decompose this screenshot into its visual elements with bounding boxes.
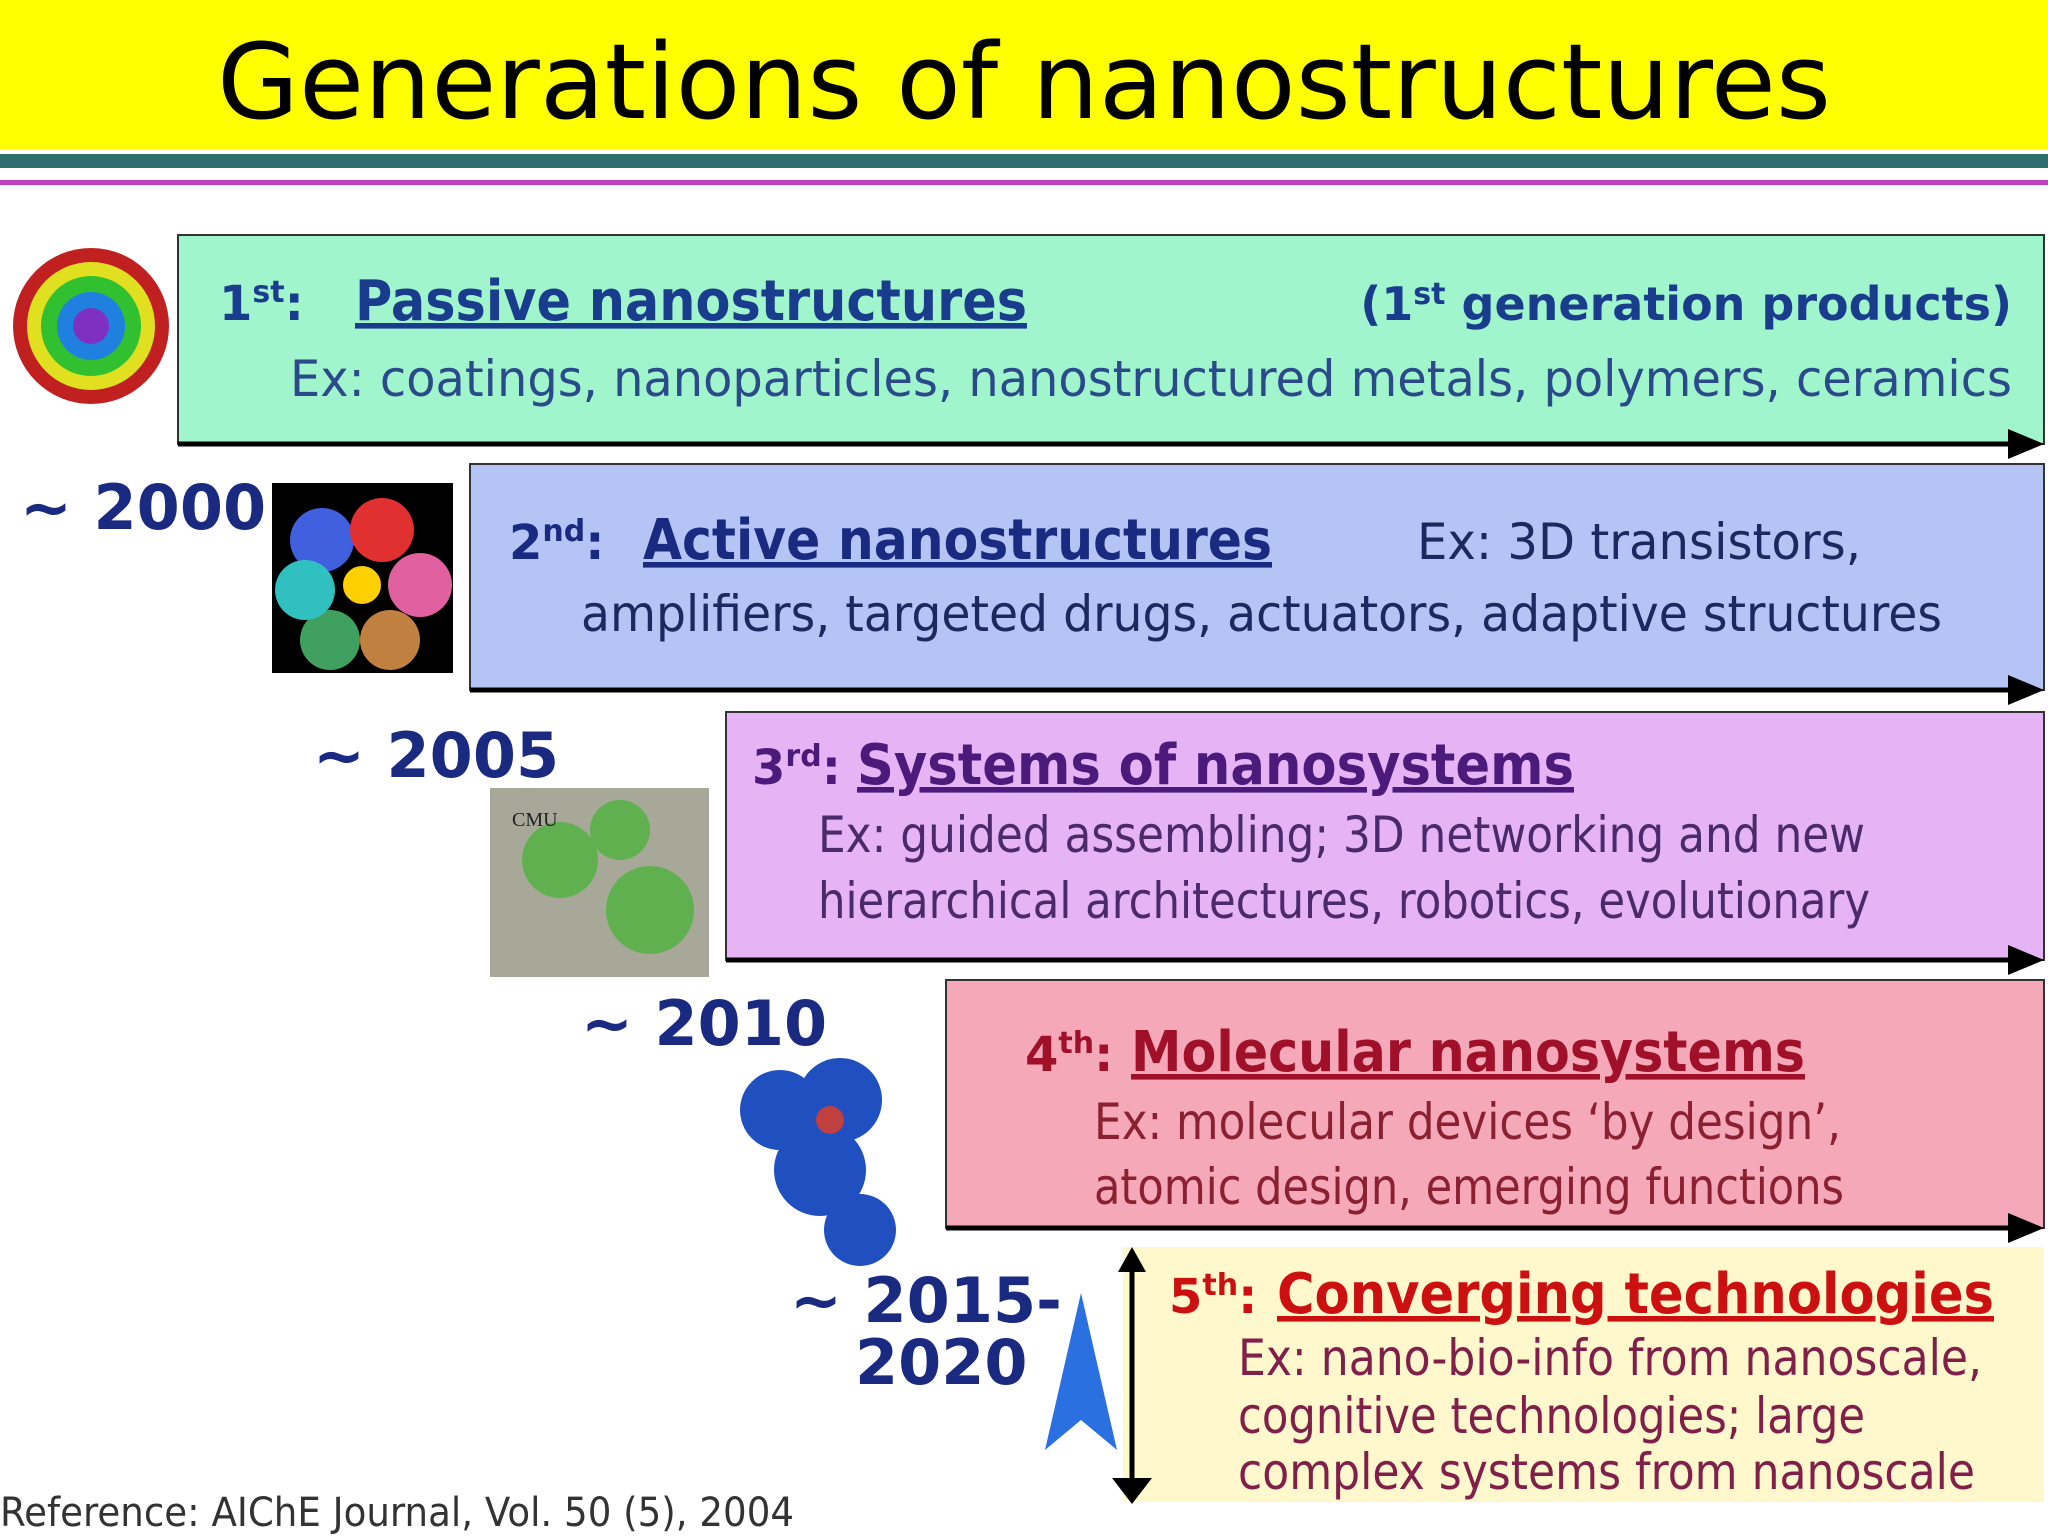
note: (1st generation products) xyxy=(1360,277,2012,331)
ordinal: 4th: xyxy=(1025,1026,1113,1083)
image-label: CMU xyxy=(512,809,558,831)
generation-name: Active nanostructures xyxy=(643,508,1272,573)
arrowhead xyxy=(1118,1247,1146,1272)
nanoparticle-image xyxy=(13,248,169,404)
ordinal-suffix: th xyxy=(1202,1268,1238,1303)
ordinal: 3rd: xyxy=(752,739,841,796)
arrowheads xyxy=(1112,429,2044,1504)
example: complex systems from nanoscale xyxy=(1238,1443,1975,1501)
title: Generations of nanostructures xyxy=(217,21,1831,143)
separator: : xyxy=(1238,1269,1257,1325)
ordinal-suffix: rd xyxy=(785,739,821,774)
ordinal: 2nd: xyxy=(509,514,604,571)
generation-box xyxy=(177,234,2045,445)
example: Ex: 3D transistors, xyxy=(1417,513,1861,571)
year: ~ 2005 xyxy=(313,719,559,792)
example: cognitive technologies; large xyxy=(1238,1387,1865,1445)
year: ~ 2010 xyxy=(581,987,827,1060)
generation-box xyxy=(469,463,2045,691)
generation-box xyxy=(945,979,2045,1229)
note-text: generation products) xyxy=(1446,277,2013,331)
protein-image xyxy=(740,1058,896,1266)
generation-name: Passive nanostructures xyxy=(355,269,1027,334)
rising-arrow xyxy=(1045,1293,1117,1450)
ordinal-suffix: nd xyxy=(542,514,585,549)
example: hierarchical architectures, robotics, ev… xyxy=(818,872,1870,930)
arrowhead xyxy=(2008,429,2044,459)
timeline-arrows xyxy=(178,441,2020,1485)
note-sup: st xyxy=(1413,277,1445,312)
arrowhead xyxy=(2008,1213,2044,1243)
molecule-image xyxy=(272,483,453,673)
ordinal-number: 3 xyxy=(752,740,785,796)
example: Ex: guided assembling; 3D networking and… xyxy=(818,806,1865,864)
example: Ex: molecular devices ‘by design’, xyxy=(1094,1093,1841,1151)
arrowhead xyxy=(2008,945,2044,975)
arrowhead xyxy=(1112,1478,1152,1504)
separator: : xyxy=(1094,1027,1113,1083)
ordinal-number: 4 xyxy=(1025,1027,1058,1083)
ordinal-number: 5 xyxy=(1169,1269,1202,1325)
ordinal: 1st: xyxy=(219,275,304,332)
example: atomic design, emerging functions xyxy=(1094,1158,1844,1216)
ordinal: 5th: xyxy=(1169,1268,1257,1325)
separator: : xyxy=(585,515,604,571)
note-text: (1 xyxy=(1360,277,1413,331)
arrowhead xyxy=(2008,675,2044,705)
separator: : xyxy=(285,276,304,332)
divider xyxy=(0,154,2048,168)
example: amplifiers, targeted drugs, actuators, a… xyxy=(581,585,1942,643)
reference: Reference: AIChE Journal, Vol. 50 (5), 2… xyxy=(0,1490,794,1536)
ordinal-number: 1 xyxy=(219,276,252,332)
generation-box xyxy=(725,711,2045,961)
divider xyxy=(0,180,2048,185)
example: Ex: coatings, nanoparticles, nanostructu… xyxy=(290,350,2012,408)
ordinal-number: 2 xyxy=(509,515,542,571)
example: Ex: nano-bio-info from nanoscale, xyxy=(1238,1329,1982,1387)
generation-name: Systems of nanosystems xyxy=(857,733,1574,798)
ordinal-suffix: th xyxy=(1058,1026,1094,1061)
generation-box xyxy=(1123,1247,2044,1502)
title-bar xyxy=(0,0,2048,150)
year: 2020 xyxy=(855,1326,1028,1399)
year: ~ 2000 xyxy=(20,471,266,544)
separator: : xyxy=(822,740,841,796)
generation-name: Converging technologies xyxy=(1277,1262,1994,1327)
year: ~ 2015- xyxy=(790,1264,1062,1337)
ordinal-suffix: st xyxy=(252,275,284,310)
cmu-image: CMU xyxy=(490,788,709,977)
generation-name: Molecular nanosystems xyxy=(1131,1020,1805,1085)
